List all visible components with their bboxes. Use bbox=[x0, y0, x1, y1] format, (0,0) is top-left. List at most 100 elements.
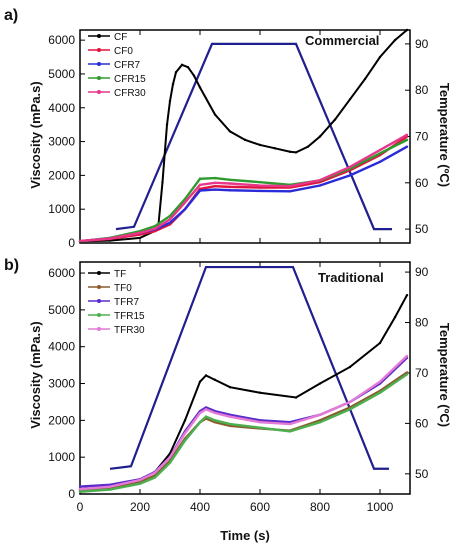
series-point-CFR7-13 bbox=[378, 160, 382, 164]
series-point-CF-15 bbox=[243, 138, 247, 142]
legend-label-TFR30: TFR30 bbox=[114, 325, 145, 336]
series-point-CFR7-10 bbox=[288, 190, 292, 193]
y-tick-label-a-5000: 5000 bbox=[48, 67, 75, 81]
series-point-CFR15-9 bbox=[258, 180, 262, 184]
series-point-TF-13 bbox=[348, 365, 352, 369]
y2-axis-label-temperature-a: Temperature (ºC) bbox=[437, 83, 452, 187]
series-point-TFR15-13 bbox=[348, 408, 352, 411]
series-point-TFR15-15 bbox=[405, 373, 409, 376]
y2-tick-label-a-90: 90 bbox=[415, 37, 429, 51]
legend-label-TFR15: TFR15 bbox=[114, 311, 145, 322]
series-point-TFR30-0 bbox=[78, 488, 82, 491]
series-point-TF-16 bbox=[405, 293, 409, 297]
y-tick-label-b-1000: 1000 bbox=[48, 450, 75, 464]
x-tick-label-0: 0 bbox=[77, 500, 84, 514]
x-tick-label-200: 200 bbox=[130, 500, 150, 514]
series-line-TFR15 bbox=[79, 373, 408, 493]
y-tick-label-a-6000: 6000 bbox=[48, 33, 75, 47]
series-point-CF-9 bbox=[180, 63, 184, 67]
series-point-CFR30-2 bbox=[138, 231, 142, 235]
series-point-CFR7-12 bbox=[348, 174, 352, 177]
series-point-CF-12 bbox=[198, 86, 202, 89]
series-point-TF-12 bbox=[318, 382, 322, 385]
panel-label-a: a) bbox=[4, 7, 18, 24]
series-point-TF-8 bbox=[213, 378, 217, 382]
series-point-TF0-15 bbox=[405, 371, 409, 374]
series-line-TF0 bbox=[79, 371, 408, 493]
y2-tick-label-b-90: 90 bbox=[415, 265, 429, 279]
panel-title-traditional: Traditional bbox=[318, 270, 384, 285]
series-point-CF-27 bbox=[405, 28, 409, 32]
series-point-CF-13 bbox=[213, 113, 217, 116]
series-point-TFR30-5 bbox=[183, 432, 187, 435]
series-point-CFR7-4 bbox=[168, 221, 172, 224]
series-point-CFR15-4 bbox=[168, 214, 172, 218]
series-point-TFR30-10 bbox=[258, 420, 262, 424]
y-tick-label-b-4000: 4000 bbox=[48, 340, 75, 354]
y2-tick-label-a-50: 50 bbox=[415, 222, 429, 236]
x-axis-label-time: Time (s) bbox=[220, 528, 270, 543]
legend-marker-TF bbox=[97, 271, 101, 275]
series-point-CF-22 bbox=[333, 118, 337, 121]
series-point-CFR30-13 bbox=[378, 148, 382, 152]
series-point-CFR7-8 bbox=[228, 189, 232, 192]
legend-label-TFR7: TFR7 bbox=[114, 297, 139, 308]
y-tick-label-b-5000: 5000 bbox=[48, 303, 75, 317]
x-tick-label-600: 600 bbox=[250, 500, 270, 514]
series-point-CFR15-8 bbox=[228, 178, 232, 181]
series-point-CF-11 bbox=[192, 74, 196, 77]
series-point-CFR30-3 bbox=[153, 227, 157, 230]
legend-label-CFR15: CFR15 bbox=[114, 74, 146, 85]
series-point-TFR30-4 bbox=[168, 455, 172, 459]
series-point-CFR30-7 bbox=[213, 181, 217, 185]
series-point-CFR7-5 bbox=[183, 207, 187, 211]
series-point-CFR30-6 bbox=[198, 183, 202, 187]
series-point-TFR30-9 bbox=[228, 415, 232, 418]
series-point-TF-5 bbox=[183, 419, 187, 422]
series-point-TFR30-3 bbox=[153, 471, 157, 474]
series-point-TFR30-1 bbox=[108, 485, 112, 488]
series-point-CF-6 bbox=[168, 99, 172, 103]
series-point-CFR30-5 bbox=[183, 201, 187, 204]
series-point-CF-19 bbox=[294, 151, 298, 154]
series-point-TFR30-15 bbox=[405, 354, 409, 358]
series-point-CF-7 bbox=[171, 82, 175, 86]
series-point-TF-15 bbox=[393, 316, 397, 319]
series-point-CFR7-6 bbox=[198, 189, 202, 192]
series-point-CFR15-6 bbox=[198, 177, 202, 180]
plot-frame-b bbox=[79, 261, 411, 495]
series-point-CF-10 bbox=[186, 65, 190, 69]
series-point-TFR30-12 bbox=[318, 413, 322, 417]
series-point-TF-10 bbox=[258, 391, 262, 394]
legend-marker-TF0 bbox=[97, 285, 101, 289]
series-point-CF-20 bbox=[306, 145, 310, 148]
legend-label-CF: CF bbox=[114, 32, 127, 43]
series-point-TFR30-8 bbox=[213, 411, 217, 415]
y-axis-label-viscosity-b: Viscosity (mPa.s) bbox=[28, 321, 43, 428]
plot-area-b: 0 200 400 600 800 1000 0 1000 2000 3000 4000 5000 60… bbox=[48, 261, 429, 514]
series-point-CF-8 bbox=[174, 71, 178, 74]
y2-tick-label-a-60: 60 bbox=[415, 176, 429, 190]
series-point-TF-7 bbox=[204, 374, 208, 377]
series-point-TFR30-6 bbox=[198, 411, 202, 415]
panel-title-commercial: Commercial bbox=[305, 33, 379, 48]
series-line-CF bbox=[79, 29, 408, 243]
series-line-TFR30 bbox=[79, 355, 408, 491]
series-point-CFR30-0 bbox=[78, 239, 82, 243]
y-tick-label-a-3000: 3000 bbox=[48, 135, 75, 149]
series-point-CF-26 bbox=[393, 38, 397, 42]
y-tick-label-a-1000: 1000 bbox=[48, 202, 75, 216]
series-point-TFR30-11 bbox=[288, 422, 292, 426]
legend-marker-TFR15 bbox=[97, 313, 101, 317]
temperature-line-a bbox=[115, 42, 392, 231]
legend-marker-CF bbox=[97, 34, 101, 38]
series-point-TFR15-0 bbox=[78, 490, 82, 493]
x-tick-label-1000: 1000 bbox=[367, 500, 394, 514]
legend-marker-TFR30 bbox=[97, 327, 101, 331]
legend-marker-CF0 bbox=[97, 48, 101, 52]
legend-marker-TFR7 bbox=[97, 299, 101, 303]
series-point-CFR7-11 bbox=[318, 184, 322, 187]
series-point-TFR30-13 bbox=[348, 400, 352, 404]
series-point-CFR30-12 bbox=[348, 165, 352, 169]
